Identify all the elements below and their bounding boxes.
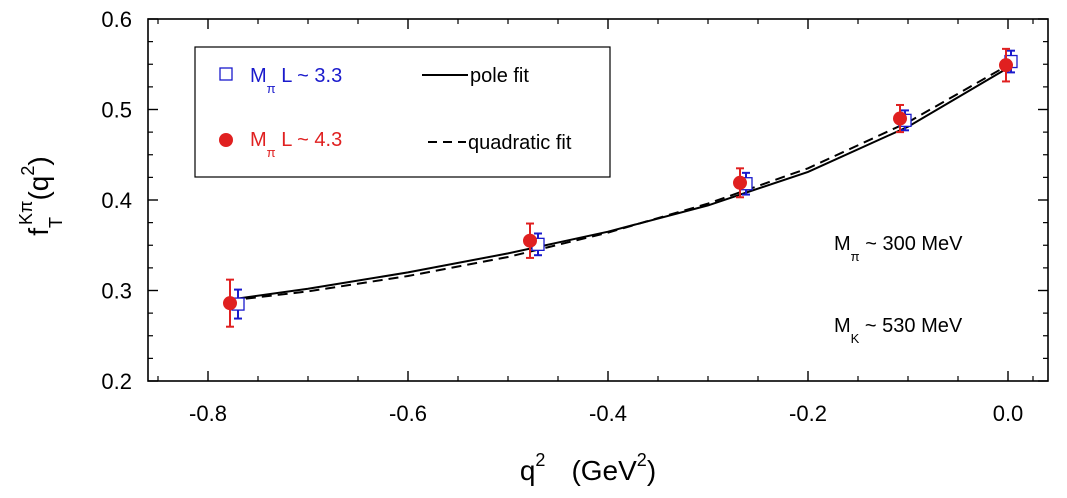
data-point-circle	[999, 58, 1013, 73]
y-axis-label: fTKπ(q2)	[16, 156, 66, 235]
data-point-circle	[523, 233, 537, 248]
fit-curves	[229, 64, 1009, 302]
x-tick-label: -0.2	[789, 401, 827, 426]
x-tick-label: -0.6	[389, 401, 427, 426]
legend-label-fit-1: pole fit	[470, 65, 529, 87]
data-points	[223, 47, 1018, 328]
legend: Mπ L ~ 3.3 pole fit Mπ L ~ 4.3 quadratic…	[194, 46, 611, 178]
y-tick-label: 0.5	[101, 98, 132, 123]
x-tick-label: 0.0	[993, 401, 1024, 426]
axis-ticks: -0.8 -0.6 -0.4 -0.2 0.0 0.2 0.3 0.4 0.5 0.6	[101, 7, 1048, 426]
legend-box	[194, 46, 611, 178]
data-point-circle	[893, 111, 907, 126]
annotation-m-k: MK ~ 530 MeV	[834, 315, 963, 346]
legend-marker-open-square	[219, 67, 233, 81]
x-axis-label: q2 (GeV2)	[520, 450, 656, 486]
y-tick-label: 0.3	[101, 279, 132, 304]
x-tick-label: -0.8	[189, 401, 227, 426]
quadratic-fit-line	[229, 64, 1009, 302]
y-tick-label: 0.6	[101, 7, 132, 32]
annotation-m-pi: Mπ ~ 300 MeV	[834, 233, 963, 264]
legend-label-series-2: Mπ L ~ 4.3	[250, 129, 342, 160]
legend-label-series-1: Mπ L ~ 3.3	[250, 65, 342, 96]
legend-marker-filled-circle	[219, 133, 233, 147]
y-tick-label: 0.4	[101, 188, 132, 213]
y-tick-label: 0.2	[101, 369, 132, 394]
x-tick-label: -0.4	[589, 401, 627, 426]
legend-label-fit-2: quadratic fit	[468, 132, 572, 154]
data-point-circle	[733, 175, 747, 190]
data-point-circle	[223, 296, 237, 311]
